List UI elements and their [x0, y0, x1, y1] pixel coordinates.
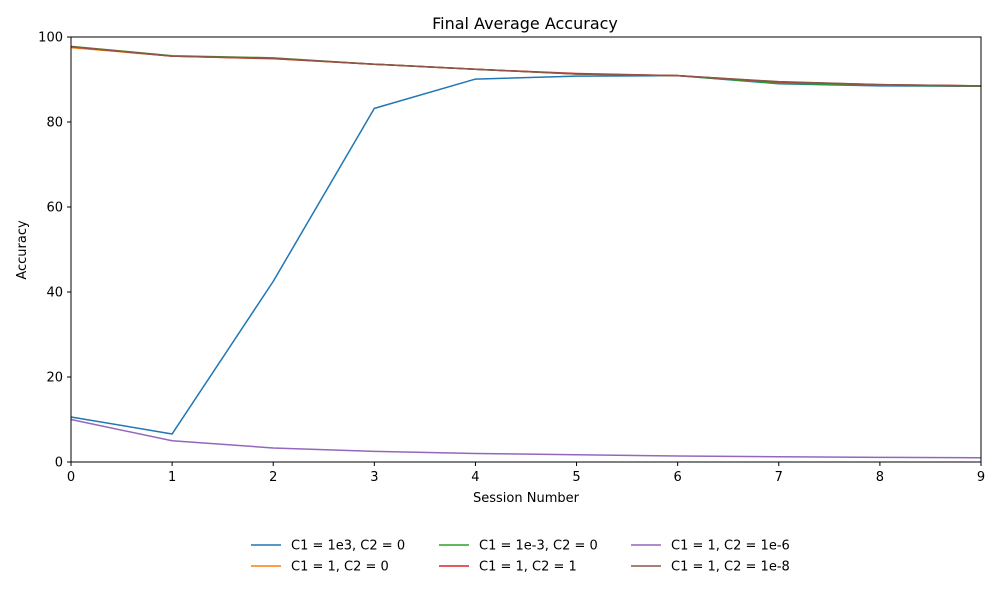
- y-tick-label: 0: [55, 456, 63, 471]
- x-axis-title: Session Number: [473, 491, 580, 506]
- legend-label: C1 = 1, C2 = 1: [479, 560, 577, 575]
- x-tick-label: 8: [876, 470, 884, 485]
- x-tick-label: 5: [572, 470, 580, 485]
- y-tick-label: 80: [46, 116, 63, 131]
- legend-label: C1 = 1, C2 = 1e-6: [671, 539, 790, 554]
- plot-lines: [70, 45, 982, 459]
- legend-label: C1 = 1e-3, C2 = 0: [479, 539, 598, 554]
- series-line-2: [70, 46, 982, 87]
- series-line-4: [70, 46, 982, 87]
- x-tick-label: 0: [67, 470, 75, 485]
- x-tick-label: 7: [775, 470, 783, 485]
- series-line-3: [70, 45, 982, 88]
- x-tick-label: 3: [370, 470, 378, 485]
- x-tick-label: 1: [168, 470, 176, 485]
- series-line-1: [70, 74, 982, 435]
- legend-label: C1 = 1, C2 = 0: [291, 560, 389, 575]
- y-tick-label: 100: [38, 31, 63, 46]
- legend-label: C1 = 1, C2 = 1e-8: [671, 560, 790, 575]
- y-tick-label: 60: [46, 201, 63, 216]
- legend: C1 = 1e3, C2 = 0 C1 = 1, C2 = 0 C1 = 1e-3,…: [251, 539, 790, 575]
- x-axis: 0 1 2 3 4 5 6 7 8 9: [67, 462, 985, 485]
- legend-label: C1 = 1e3, C2 = 0: [291, 539, 405, 554]
- series-line-6: [70, 46, 982, 87]
- chart-title: Final Average Accuracy: [432, 14, 618, 33]
- x-tick-label: 6: [674, 470, 682, 485]
- x-tick-label: 4: [471, 470, 479, 485]
- x-tick-label: 2: [269, 470, 277, 485]
- plot-frame: [70, 36, 982, 463]
- y-tick-label: 40: [46, 286, 63, 301]
- series-line-5: [70, 418, 982, 459]
- y-axis: 0 20 40 60 80 100: [38, 31, 71, 471]
- x-tick-label: 9: [977, 470, 985, 485]
- y-tick-label: 20: [46, 371, 63, 386]
- y-axis-title: Accuracy: [15, 220, 30, 280]
